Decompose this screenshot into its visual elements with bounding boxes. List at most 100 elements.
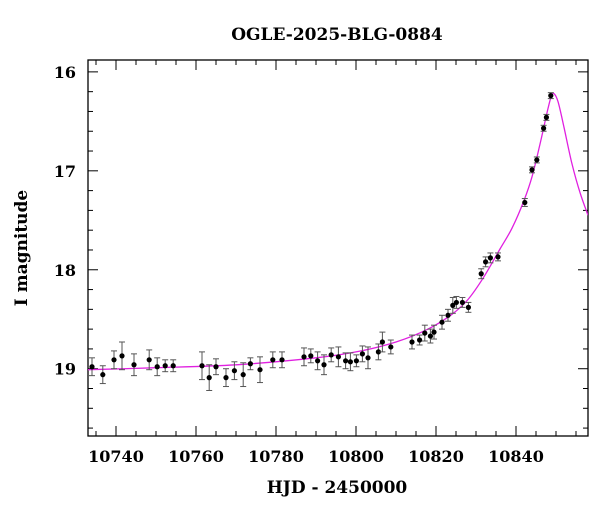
- data-point: [453, 295, 460, 309]
- data-point: [439, 314, 445, 330]
- data-marker: [321, 362, 327, 368]
- data-marker: [328, 352, 334, 358]
- data-marker: [347, 359, 353, 365]
- data-point: [533, 156, 540, 164]
- data-marker: [257, 367, 263, 373]
- data-point: [359, 345, 366, 363]
- data-marker: [445, 312, 451, 318]
- data-marker: [478, 271, 484, 277]
- data-point: [478, 268, 485, 280]
- data-marker: [223, 375, 229, 381]
- axis-tick-labels: 10740 10760 10780 10800 10820 10840 16 17 18 19: [54, 63, 544, 466]
- data-marker: [359, 351, 365, 357]
- data-point: [416, 334, 423, 346]
- y-tick-label: 16: [54, 63, 76, 82]
- data-marker: [417, 337, 423, 343]
- data-marker: [199, 363, 205, 369]
- data-point: [307, 348, 314, 364]
- data-point: [170, 359, 177, 373]
- data-point: [146, 349, 153, 371]
- data-marker: [439, 319, 445, 325]
- data-marker: [89, 364, 95, 370]
- x-tick-label: 10740: [88, 447, 144, 466]
- data-point: [409, 334, 415, 350]
- data-point: [269, 351, 276, 369]
- data-marker: [365, 355, 371, 361]
- data-marker: [162, 363, 168, 369]
- data-point: [279, 351, 285, 369]
- data-point: [301, 347, 307, 367]
- data-point: [482, 256, 489, 268]
- data-marker: [534, 157, 540, 163]
- x-tick-label: 10800: [328, 447, 384, 466]
- data-point: [445, 308, 451, 322]
- data-point: [314, 351, 321, 371]
- data-point: [427, 328, 434, 344]
- data-marker: [459, 299, 465, 306]
- data-point: [131, 353, 137, 377]
- data-marker: [543, 114, 550, 120]
- data-point: [449, 296, 456, 314]
- data-point: [342, 352, 349, 370]
- plot-frame: [87, 59, 589, 437]
- data-marker: [422, 330, 428, 336]
- data-point: [353, 354, 360, 368]
- data-point: [111, 350, 117, 370]
- data-point: [231, 361, 238, 381]
- data-marker: [213, 364, 219, 370]
- data-point: [387, 339, 394, 355]
- y-tick-label: 17: [54, 162, 76, 181]
- data-point: [529, 166, 535, 174]
- data-point: [257, 356, 263, 384]
- data-point: [459, 296, 466, 308]
- data-point: [465, 301, 472, 313]
- data-marker: [375, 349, 381, 355]
- data-point: [162, 359, 169, 373]
- data-marker: [541, 125, 547, 131]
- data-marker: [270, 357, 276, 363]
- data-marker: [495, 254, 501, 260]
- data-point: [347, 352, 354, 372]
- data-point: [540, 124, 547, 132]
- data-point: [375, 343, 382, 361]
- data-marker: [100, 372, 106, 378]
- y-tick-label: 19: [54, 360, 76, 379]
- data-marker: [170, 363, 176, 369]
- data-point: [521, 198, 528, 207]
- data-point: [89, 357, 95, 377]
- x-tick-label: 10780: [248, 447, 304, 466]
- data-marker: [388, 344, 394, 350]
- data-point: [206, 364, 213, 391]
- data-marker: [353, 358, 359, 364]
- model-curve: [88, 92, 588, 371]
- data-point: [223, 368, 229, 388]
- y-tick-label: 18: [54, 261, 76, 280]
- x-tick-label: 10840: [488, 447, 544, 466]
- data-marker: [247, 361, 253, 367]
- data-marker: [279, 357, 285, 363]
- data-marker: [301, 354, 307, 360]
- data-point: [431, 324, 437, 340]
- data-point: [495, 252, 501, 262]
- data-marker: [548, 93, 554, 99]
- data-marker: [240, 372, 246, 378]
- data-marker: [231, 368, 237, 374]
- data-point: [99, 365, 106, 385]
- data-marker: [529, 167, 535, 173]
- data-marker: [315, 358, 321, 364]
- x-tick-label: 10760: [168, 447, 224, 466]
- data-marker: [154, 364, 160, 370]
- data-point: [543, 113, 550, 121]
- data-point: [365, 346, 371, 370]
- data-marker: [450, 302, 456, 308]
- data-marker: [487, 255, 493, 261]
- model-curve-group: [88, 92, 588, 371]
- data-point: [321, 354, 327, 376]
- x-tick-label: 10820: [408, 447, 464, 466]
- data-marker: [308, 353, 314, 359]
- data-point: [335, 346, 342, 368]
- data-marker: [335, 354, 341, 360]
- data-marker: [379, 339, 385, 345]
- data-marker: [427, 333, 433, 339]
